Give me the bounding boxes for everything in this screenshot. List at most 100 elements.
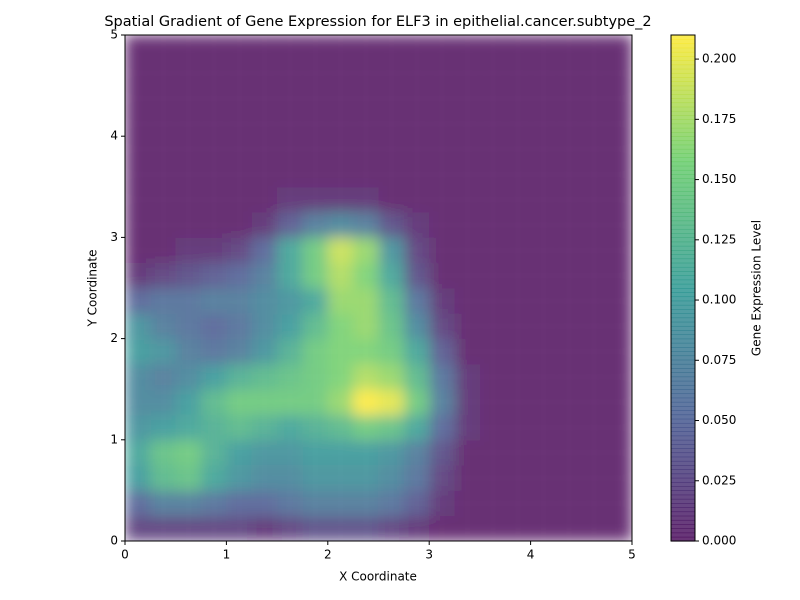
heatmap-cell <box>555 490 582 517</box>
heatmap-cell <box>505 338 532 365</box>
heatmap-cell <box>302 161 329 188</box>
y-tick-label: 2 <box>110 331 118 345</box>
heatmap-cell <box>429 262 456 289</box>
colorbar-segment <box>671 494 695 500</box>
heatmap-cell <box>302 338 329 365</box>
heatmap-cell <box>606 389 632 415</box>
colorbar-segment <box>671 401 695 407</box>
colorbar-segment <box>671 153 695 158</box>
heatmap-cell <box>403 136 430 162</box>
colorbar-segment <box>671 515 695 521</box>
colorbar-segment <box>671 35 695 40</box>
heatmap-cell <box>125 262 151 289</box>
heatmap-cell <box>479 186 506 213</box>
heatmap-cell <box>505 490 532 517</box>
heatmap-cell <box>125 515 151 541</box>
heatmap-cell <box>429 237 456 264</box>
heatmap-cell <box>581 161 608 188</box>
colorbar-segment <box>671 266 695 272</box>
colorbar-tick-label: 0.175 <box>702 112 736 126</box>
heatmap-cell <box>479 161 506 188</box>
heatmap-cell <box>530 60 557 87</box>
heatmap-cell <box>353 262 379 289</box>
heatmap-cell <box>479 490 506 517</box>
heatmap-cell <box>302 515 329 541</box>
heatmap-cell <box>201 288 227 314</box>
heatmap-cell <box>226 313 253 340</box>
heatmap-cell <box>201 161 227 188</box>
heatmap-cell <box>125 490 151 517</box>
heatmap-cell <box>429 161 456 188</box>
colorbar-segment <box>671 64 695 70</box>
heatmap-cell <box>251 389 278 415</box>
heatmap-cell <box>327 110 354 137</box>
heatmap-cell <box>606 363 632 390</box>
heatmap-cell <box>251 414 278 441</box>
colorbar-segment <box>671 283 695 289</box>
heatmap-cell <box>302 439 329 466</box>
heatmap-cell <box>429 338 456 365</box>
heatmap-cell <box>150 465 177 491</box>
heatmap-cell <box>454 414 481 441</box>
heatmap-cell <box>403 35 430 61</box>
heatmap-cell <box>530 186 557 213</box>
heatmap-cell <box>606 262 632 289</box>
heatmap-cell <box>530 338 557 365</box>
heatmap-cell <box>125 414 151 441</box>
heatmap-cell <box>226 60 253 87</box>
colorbar-segment <box>671 477 695 483</box>
heatmap-cell <box>454 237 481 264</box>
heatmap-cell <box>353 414 379 441</box>
chart-title: Spatial Gradient of Gene Expression for … <box>104 14 651 30</box>
heatmap-cell <box>429 414 456 441</box>
heatmap-cell <box>505 212 532 238</box>
heatmap-cell <box>201 212 227 238</box>
heatmap-cell <box>277 465 303 491</box>
colorbar-segment <box>671 254 695 260</box>
heatmap-cell <box>277 313 303 340</box>
heatmap-cell <box>581 515 608 541</box>
colorbar-segment <box>671 72 695 78</box>
heatmap-cell <box>555 363 582 390</box>
colorbar-segment <box>671 39 695 45</box>
heatmap-cell <box>505 262 532 289</box>
colorbar-tick-label: 0.125 <box>702 232 736 246</box>
colorbar-segment <box>671 77 695 82</box>
colorbar-segment <box>671 473 695 479</box>
heatmap-cell <box>251 85 278 112</box>
heatmap-cell <box>226 414 253 441</box>
heatmap-cell <box>505 136 532 162</box>
heatmap-cell <box>403 288 430 314</box>
heatmap-cell <box>429 35 456 61</box>
heatmap-cell <box>454 60 481 87</box>
heatmap-cell <box>581 35 608 61</box>
heatmap-cell <box>429 288 456 314</box>
heatmap-cell <box>530 136 557 162</box>
colorbar-segment <box>671 414 695 420</box>
heatmap-cell <box>454 288 481 314</box>
colorbar-segment <box>671 334 695 340</box>
heatmap-cell <box>353 161 379 188</box>
heatmap-cell <box>125 288 151 314</box>
heatmap-cell <box>505 60 532 87</box>
colorbar-segment <box>671 481 695 487</box>
colorbar-segment <box>671 148 695 154</box>
heatmap-cell <box>403 389 430 415</box>
heatmap-cell <box>378 110 405 137</box>
heatmap-cell <box>150 60 177 87</box>
heatmap-cell <box>555 262 582 289</box>
colorbar-segment <box>671 536 695 542</box>
heatmap-cell <box>277 136 303 162</box>
colorbar-segment <box>671 460 695 466</box>
heatmap-cell <box>555 212 582 238</box>
heatmap-cell <box>327 288 354 314</box>
heatmap-cell <box>201 414 227 441</box>
heatmap-cell <box>378 389 405 415</box>
heatmap-cell <box>429 465 456 491</box>
heatmap-cell <box>302 490 329 517</box>
heatmap-cell <box>454 186 481 213</box>
heatmap-cell <box>277 262 303 289</box>
y-tick-label: 3 <box>110 230 118 244</box>
heatmap-cell <box>125 186 151 213</box>
heatmap-cell <box>201 136 227 162</box>
